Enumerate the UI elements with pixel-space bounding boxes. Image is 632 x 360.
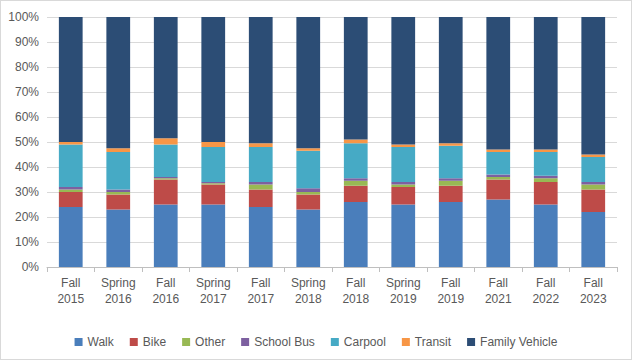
- svg-text:Fall: Fall: [156, 276, 175, 290]
- svg-text:2022: 2022: [532, 292, 559, 306]
- svg-text:2016: 2016: [105, 292, 132, 306]
- svg-text:2015: 2015: [57, 292, 84, 306]
- svg-text:Carpool: Carpool: [344, 335, 386, 349]
- svg-text:60%: 60%: [15, 110, 39, 124]
- svg-text:10%: 10%: [15, 235, 39, 249]
- svg-text:20%: 20%: [15, 210, 39, 224]
- svg-text:Spring: Spring: [386, 276, 421, 290]
- svg-text:2017: 2017: [247, 292, 274, 306]
- svg-text:40%: 40%: [15, 160, 39, 174]
- svg-text:2019: 2019: [437, 292, 464, 306]
- svg-text:2017: 2017: [200, 292, 227, 306]
- svg-text:100%: 100%: [8, 10, 39, 24]
- svg-text:0%: 0%: [22, 260, 40, 274]
- svg-text:Fall: Fall: [61, 276, 80, 290]
- svg-text:Family Vehicle: Family Vehicle: [480, 335, 558, 349]
- svg-text:2016: 2016: [152, 292, 179, 306]
- svg-text:50%: 50%: [15, 135, 39, 149]
- svg-text:70%: 70%: [15, 85, 39, 99]
- svg-text:Walk: Walk: [88, 335, 115, 349]
- svg-text:80%: 80%: [15, 60, 39, 74]
- svg-text:Spring: Spring: [291, 276, 326, 290]
- svg-text:2019: 2019: [390, 292, 417, 306]
- svg-text:Spring: Spring: [101, 276, 136, 290]
- svg-text:2023: 2023: [580, 292, 607, 306]
- svg-text:Bike: Bike: [143, 335, 167, 349]
- svg-text:Fall: Fall: [489, 276, 508, 290]
- svg-text:2018: 2018: [342, 292, 369, 306]
- svg-text:2018: 2018: [295, 292, 322, 306]
- svg-text:2021: 2021: [485, 292, 512, 306]
- svg-text:30%: 30%: [15, 185, 39, 199]
- svg-text:Fall: Fall: [346, 276, 365, 290]
- svg-text:90%: 90%: [15, 35, 39, 49]
- svg-text:Transit: Transit: [415, 335, 452, 349]
- svg-text:Fall: Fall: [251, 276, 270, 290]
- svg-text:Fall: Fall: [584, 276, 603, 290]
- svg-text:School Bus: School Bus: [254, 335, 315, 349]
- svg-text:Fall: Fall: [536, 276, 555, 290]
- svg-text:Spring: Spring: [196, 276, 231, 290]
- svg-text:Fall: Fall: [441, 276, 460, 290]
- svg-text:Other: Other: [195, 335, 225, 349]
